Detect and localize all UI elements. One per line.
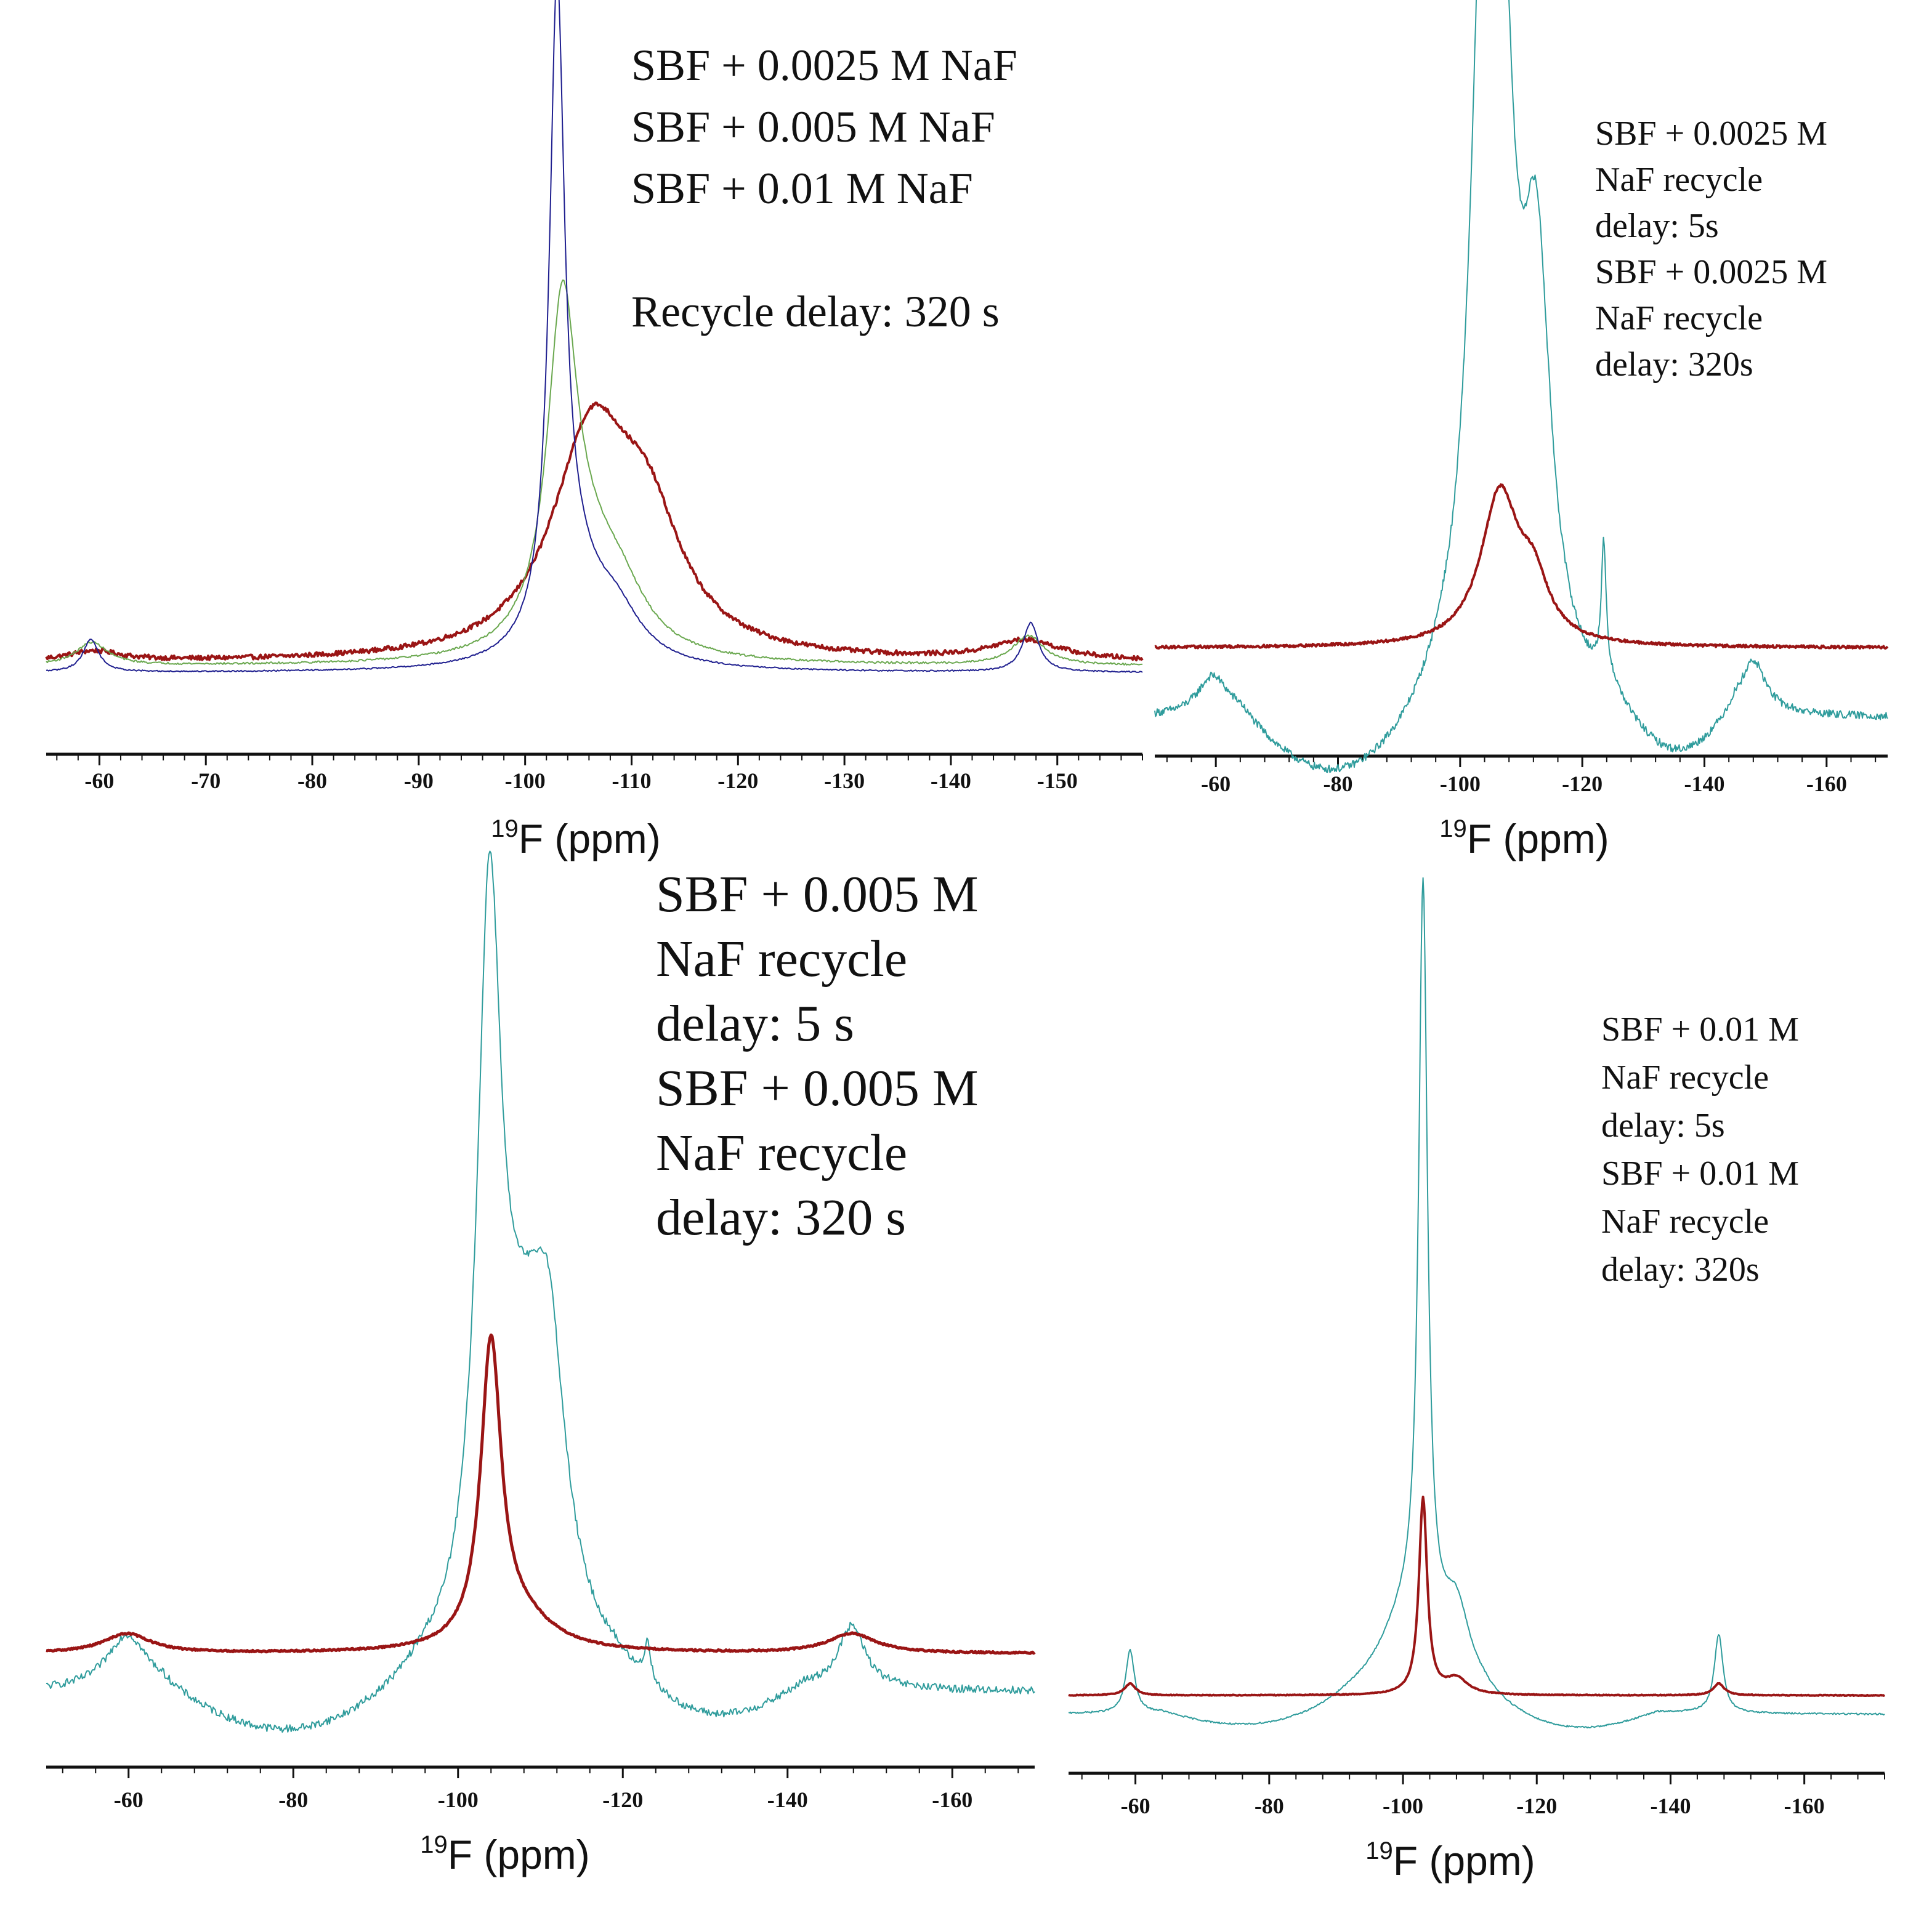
panel-d-xlabel-main: F (ppm) <box>1393 1838 1535 1884</box>
panel-b-legend-2: delay: 5s <box>1595 207 1719 245</box>
panel-c-series-1 <box>46 1333 1036 1655</box>
panel-d-series-0 <box>1068 877 1885 1729</box>
panel-a-tick-label-8: -140 <box>931 768 971 793</box>
panel-c-plot: -60 -80 -100 -120 -140 -160 <box>46 850 1036 1812</box>
panel-c-tick-label-2: -100 <box>438 1787 479 1812</box>
panel-b-tick-label-1: -80 <box>1324 772 1353 796</box>
panel-c-xlabel: 19F (ppm) <box>420 1831 590 1877</box>
panel-d-legend-4: NaF recycle <box>1601 1203 1769 1241</box>
panel-c-legend: SBF + 0.005 M NaF recycle delay: 5 s SBF… <box>656 866 979 1246</box>
panel-c-tick-label-1: -80 <box>278 1787 308 1812</box>
panel-a-tick-label-2: -80 <box>297 768 327 793</box>
panel-c-xlabel-main: F (ppm) <box>448 1832 590 1877</box>
panel-d-legend-2: delay: 5s <box>1601 1106 1725 1145</box>
panel-b-legend-1: NaF recycle <box>1595 161 1763 199</box>
panel-c-xlabel-sup: 19 <box>420 1831 448 1858</box>
panel-c-legend-0: SBF + 0.005 M <box>656 866 979 923</box>
panel-a-series-1 <box>46 280 1142 666</box>
panel-c-legend-3: SBF + 0.005 M <box>656 1060 979 1117</box>
panel-b-tick-label-2: -100 <box>1440 772 1481 796</box>
panel-b-xlabel-sup: 19 <box>1439 815 1467 842</box>
panel-b-xlabel: 19F (ppm) <box>1439 815 1609 861</box>
panel-a-series-2 <box>46 0 1143 673</box>
panel-b-tick-label-4: -140 <box>1684 772 1725 796</box>
panel-d-series-1 <box>1068 1496 1886 1697</box>
panel-a-legend-3: Recycle delay: 320 s <box>631 287 1000 336</box>
panel-b-legend-5: delay: 320s <box>1595 345 1753 384</box>
panel-b-legend-4: NaF recycle <box>1595 299 1763 337</box>
panel-b-series-1 <box>1154 483 1889 650</box>
panel-d-tick-label-2: -100 <box>1383 1794 1423 1818</box>
panel-c-legend-5: delay: 320 s <box>656 1189 906 1246</box>
panel-d-legend-3: SBF + 0.01 M <box>1601 1154 1799 1193</box>
panel-c-legend-4: NaF recycle <box>656 1124 907 1182</box>
panel-a-legend-1: SBF + 0.005 M NaF <box>631 102 995 151</box>
panel-d-tick-label-1: -80 <box>1255 1794 1284 1818</box>
panel-a-tick-label-0: -60 <box>84 768 114 793</box>
panel-b-series-0 <box>1154 0 1888 773</box>
panel-c-tick-label-4: -140 <box>767 1787 808 1812</box>
panel-c-tick-label-3: -120 <box>602 1787 643 1812</box>
panel-b-xlabel-main: F (ppm) <box>1467 816 1609 861</box>
panel-d-tick-label-5: -160 <box>1784 1794 1825 1818</box>
panel-c-legend-2: delay: 5 s <box>656 995 854 1052</box>
panel-a-legend-0: SBF + 0.0025 M NaF <box>631 41 1017 90</box>
panel-a-plot: -60 -70 -80 -90 -100 -110 -120 -130 -140 -150 <box>45 0 1144 793</box>
panel-a-series-0 <box>45 401 1144 662</box>
panel-d-xlabel: 19F (ppm) <box>1365 1837 1535 1884</box>
panel-a-xlabel: 19F (ppm) <box>491 815 661 861</box>
panel-c-tick-label-0: -60 <box>114 1787 143 1812</box>
panel-a-tick-label-4: -100 <box>505 768 546 793</box>
panel-b-tick-label-5: -160 <box>1806 772 1847 796</box>
panel-a-tick-label-5: -110 <box>612 768 651 793</box>
panel-b-tick-label-3: -120 <box>1562 772 1603 796</box>
panel-b-legend: SBF + 0.0025 M NaF recycle delay: 5s SBF… <box>1595 115 1827 384</box>
panel-c-legend-1: NaF recycle <box>656 930 907 988</box>
panel-d-tick-label-0: -60 <box>1121 1794 1150 1818</box>
panel-c-series-0 <box>46 850 1035 1733</box>
panel-a-legend: SBF + 0.0025 M NaF SBF + 0.005 M NaF SBF… <box>631 41 1017 336</box>
panel-d-tick-label-4: -140 <box>1650 1794 1691 1818</box>
panel-a-tick-label-9: -150 <box>1037 768 1078 793</box>
panel-b-plot: -60 -80 -100 -120 -140 -160 <box>1154 0 1889 796</box>
panel-b-legend-3: SBF + 0.0025 M <box>1595 253 1827 291</box>
panel-a-tick-label-1: -70 <box>191 768 220 793</box>
panel-a-xlabel-sup: 19 <box>491 815 519 842</box>
panel-a-tick-label-7: -130 <box>824 768 865 793</box>
panel-a-legend-2: SBF + 0.01 M NaF <box>631 164 973 213</box>
panel-c-tick-label-5: -160 <box>932 1787 972 1812</box>
panel-d-legend: SBF + 0.01 M NaF recycle delay: 5s SBF +… <box>1601 1010 1799 1289</box>
panel-d-xlabel-sup: 19 <box>1365 1837 1393 1864</box>
panel-b-legend-0: SBF + 0.0025 M <box>1595 115 1827 153</box>
panel-b-tick-label-0: -60 <box>1201 772 1231 796</box>
panel-d-legend-5: delay: 320s <box>1601 1251 1760 1289</box>
panel-a-xlabel-main: F (ppm) <box>519 816 661 861</box>
panel-a-tick-label-6: -120 <box>717 768 758 793</box>
panel-d-tick-label-3: -120 <box>1516 1794 1557 1818</box>
panel-d-plot: -60 -80 -100 -120 -140 -160 <box>1068 877 1886 1818</box>
panel-d-legend-1: NaF recycle <box>1601 1058 1769 1097</box>
panel-a-tick-label-3: -90 <box>404 768 434 793</box>
panel-d-legend-0: SBF + 0.01 M <box>1601 1010 1799 1049</box>
